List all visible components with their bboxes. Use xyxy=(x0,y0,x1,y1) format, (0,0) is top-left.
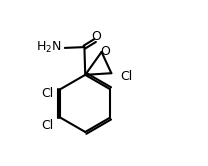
Text: O: O xyxy=(101,45,111,58)
Text: H$_2$N: H$_2$N xyxy=(36,40,62,55)
Text: Cl: Cl xyxy=(120,70,132,83)
Text: O: O xyxy=(92,30,102,43)
Text: Cl: Cl xyxy=(42,119,54,131)
Text: Cl: Cl xyxy=(41,87,53,100)
